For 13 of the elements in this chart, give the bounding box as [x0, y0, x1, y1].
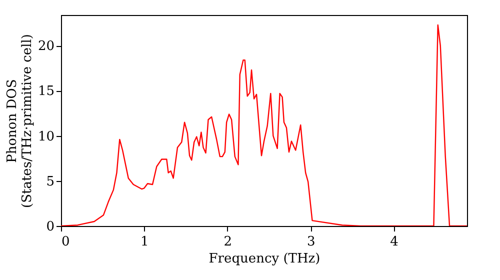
line-series	[61, 24, 467, 226]
x-tick-label: 2	[224, 234, 232, 250]
y-axis-title: Phonon DOS (States/THz·primitive cell)	[4, 34, 35, 208]
y-tick-label: 0	[46, 220, 54, 234]
y-tick-label: 20	[38, 39, 54, 54]
y-tick-label: 10	[38, 129, 54, 144]
y-tick-label: 15	[38, 84, 54, 100]
x-tick-label: 1	[140, 234, 149, 250]
x-axis-title: Frequency (THz)	[208, 252, 320, 266]
x-tick-label: 3	[306, 234, 316, 250]
y-tick-label: 5	[46, 174, 54, 190]
x-tick-label: 0	[62, 234, 70, 250]
x-tick-label: 4	[390, 234, 398, 250]
